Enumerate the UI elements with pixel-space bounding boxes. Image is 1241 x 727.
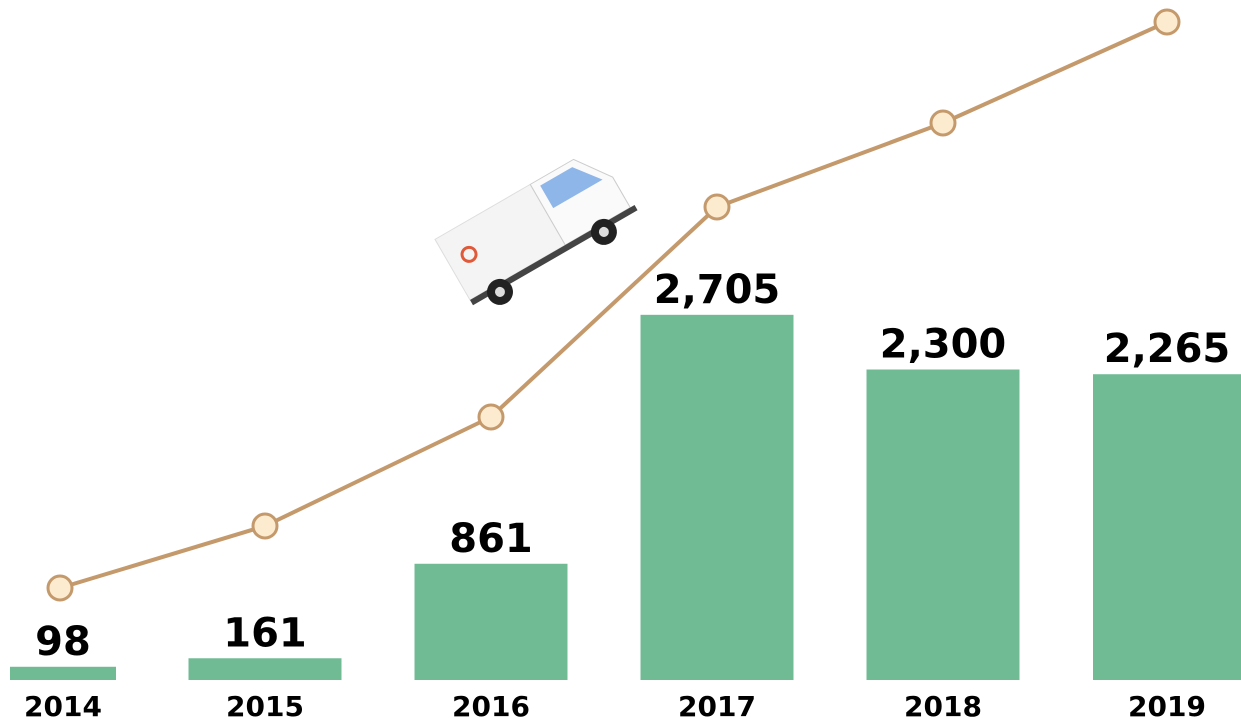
x-tick-label: 2018 — [904, 690, 982, 723]
value-label: 98 — [35, 619, 91, 665]
x-tick-label: 2016 — [452, 690, 530, 723]
bar — [188, 658, 342, 680]
truck-illustration — [434, 158, 638, 306]
bar — [640, 314, 794, 680]
value-label: 2,300 — [880, 322, 1007, 368]
x-tick-label: 2015 — [226, 690, 304, 723]
bar — [866, 369, 1020, 680]
x-tick-label: 2019 — [1128, 690, 1206, 723]
x-tick-label: 2014 — [24, 690, 102, 723]
value-label: 2,705 — [654, 267, 781, 313]
value-label: 861 — [449, 516, 533, 562]
value-label: 2,265 — [1104, 326, 1231, 372]
bar — [414, 563, 568, 680]
bar — [1093, 374, 1241, 680]
value-label: 161 — [223, 610, 307, 656]
bar — [10, 666, 116, 680]
x-tick-label: 2017 — [678, 690, 756, 723]
trend-line — [46, 8, 1181, 602]
